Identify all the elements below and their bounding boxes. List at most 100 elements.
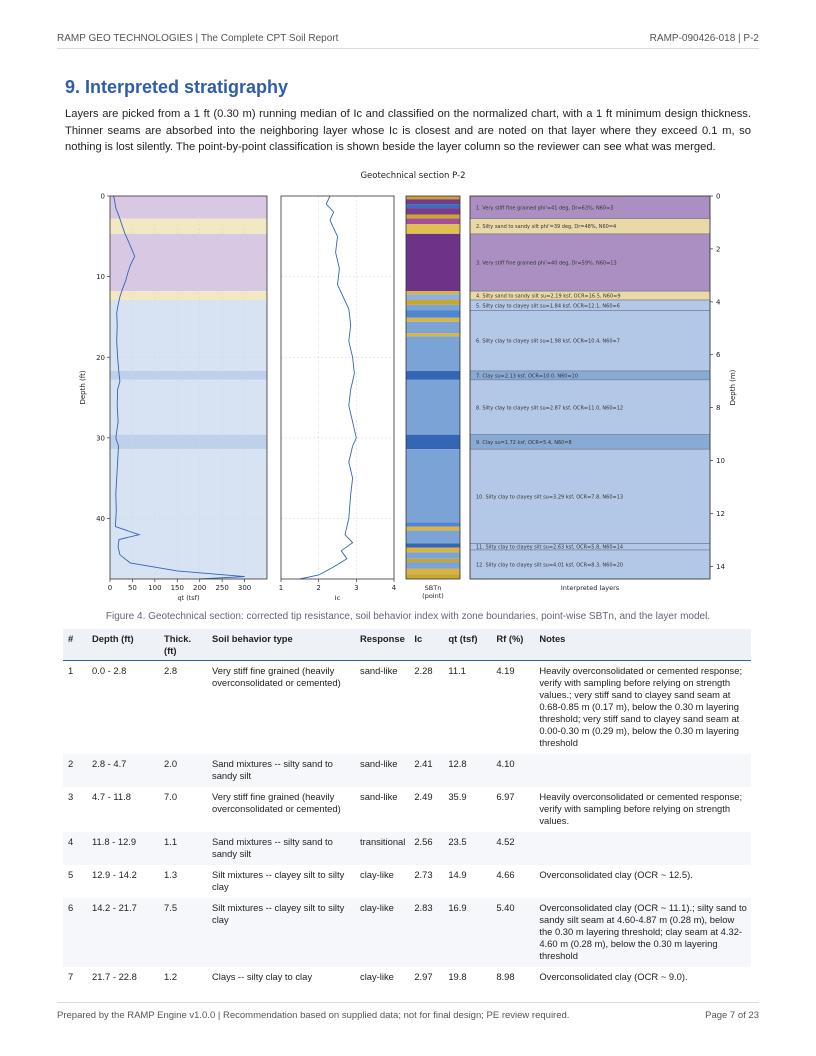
table-cell: 8.98 [496,971,515,982]
table-cell: Overconsolidated clay (OCR ~ 12.5). [539,869,693,880]
qt-line [113,195,245,580]
layer-block [469,310,711,372]
sbtn-band [406,208,460,215]
right-tick-label: 12 [716,510,725,518]
layer-label: 1. Very stiff fine grained phi'=41 deg, … [476,205,613,211]
qt-layer-band [110,233,267,292]
table-cell [534,832,751,865]
table-row: 1 0.0 - 2.8 2.8 Very stiff fine grained (he… [63,661,751,755]
table-cell: 12.8 [443,754,492,787]
section-intro: Layers are picked from a 1 ft (0.30 m) r… [65,108,751,153]
sbtn-band [406,558,460,563]
ic-panel-frame [280,195,395,580]
table-cell: 1.1 [159,832,207,865]
layer-label: 5. Silty clay to clayey silt su=1.84 ksf… [476,303,620,309]
panel-frames [109,195,711,580]
table-cell: sand-like [360,791,398,802]
footer-left: Prepared by the RAMP Engine v1.0.0 | Rec… [57,1010,570,1021]
table-cell: 2.0 [159,754,207,787]
sbtn-band [406,574,460,579]
footer-divider [57,1002,759,1003]
geotechnical-section-figure: Geotechnical section P-2 1. Very stiff f… [79,171,737,602]
qt-panel-shading [110,196,267,579]
layer-label: 4. Silty sand to sandy silt su=2.19 ksf,… [476,294,621,300]
y-tick-label: 30 [96,434,105,442]
table-cell: 2.97 [414,971,433,982]
table-cell: 2.8 - 4.7 [87,754,159,787]
running-footer: Prepared by the RAMP Engine v1.0.0 | Rec… [57,1010,759,1021]
layer-label: 9. Clay su=1.72 ksf, OCR=5.4, N60=8 [476,440,572,446]
sbtn-sublabel: (point) [422,592,444,600]
table-cell: 6.97 [496,791,515,802]
qt-layer-band [110,218,267,234]
qt-x-tick-label: 250 [215,584,228,592]
qt-layer-band [110,434,267,450]
header-divider [57,48,759,49]
col-header: # [63,629,87,661]
col-header: Thick. (ft) [159,629,207,661]
table-cell: Very stiff fine grained (heavily overcon… [212,665,341,688]
right-axis-label: Depth (m) [729,369,737,405]
table-cell: sand-like [360,665,398,676]
table-cell: transitional [355,832,410,865]
qt-layer-band [110,449,267,579]
layer-label: 11. Silty clay to clayey silt su=2.63 ks… [476,545,623,551]
right-tick-label: 2 [716,245,720,253]
sbtn-band [406,562,460,569]
table-cell: 5 [68,869,74,880]
sbtn-band [406,547,460,553]
section-title: 9. Interpreted stratigraphy [65,77,289,97]
qt-x-tick-label: 50 [128,584,137,592]
col-header: Notes [534,629,751,661]
sbtn-band [406,317,460,322]
sbtn-band [406,434,460,450]
table-cell: 4 [63,832,87,865]
sbtn-band [406,304,460,311]
table-cell: clay-like [355,898,410,967]
sbtn-band [406,568,460,575]
table-cell: 16.9 [443,898,492,967]
table-cell: Heavily overconsolidated or cemented res… [539,665,743,748]
table-cell [534,754,751,787]
y-tick-label: 10 [96,273,105,281]
sbtn-band [406,522,460,527]
table-cell: 2 [63,754,87,787]
figure-caption: Figure 4. Geotechnical section: correcte… [105,611,711,622]
table-row: 3 4.7 - 11.8 7.0 Very stiff fine grained (h… [63,787,751,832]
sbtn-band [406,291,460,295]
sbtn-band [406,543,460,548]
table-cell: 5.40 [491,898,535,967]
col-header: Ic [409,629,444,661]
table-cell: Overconsolidated clay (OCR ~ 11.1).; sil… [534,898,751,967]
ic-x-tick-label: 4 [392,584,397,592]
qt-x-axis-label: qt (tsf) [177,594,199,602]
table-cell: 4.7 - 11.8 [92,791,131,802]
profile-lines [113,195,357,580]
col-header: Response [355,629,410,661]
sbtn-band [406,321,460,334]
sbtn-band [406,370,460,380]
table-cell: 11.1 [448,665,466,676]
sbtn-band [406,214,460,219]
table-cell: Clays -- silty clay to clay [212,971,313,982]
y-tick-label: 40 [96,515,105,523]
table-cell: Silt mixtures -- clayey silt to silty cl… [212,869,345,892]
table-row: 4 11.8 - 12.9 1.1 Sand mixtures -- silty sa… [63,832,751,865]
right-tick-label: 0 [716,193,720,201]
layer-label: 10. Silty clay to clayey silt su=3.29 ks… [476,494,623,500]
sbtn-band [406,196,460,200]
sbtn-band [406,199,460,205]
qt-layer-band [110,291,267,301]
qt-x-tick-label: 0 [108,584,112,592]
table-cell: Sand mixtures -- silty sand to sandy sil… [207,754,355,787]
table-cell: 4.66 [496,869,515,880]
table-row: 2 2.8 - 4.7 2.0 Sand mixtures -- silty sand… [63,754,751,787]
layer-label: 7. Clay su=2.13 ksf, OCR=10.0, N60=10 [476,373,578,379]
table-cell: 7 [68,971,74,982]
table-cell: 2.73 [414,869,433,880]
table-cell: 2.41 [409,754,444,787]
sbtn-band [406,294,460,301]
table-cell: 6 [63,898,87,967]
qt-x-tick-label: 200 [193,584,206,592]
layer-label: 2. Silty sand to sandy silt phi'=39 deg,… [476,224,616,230]
